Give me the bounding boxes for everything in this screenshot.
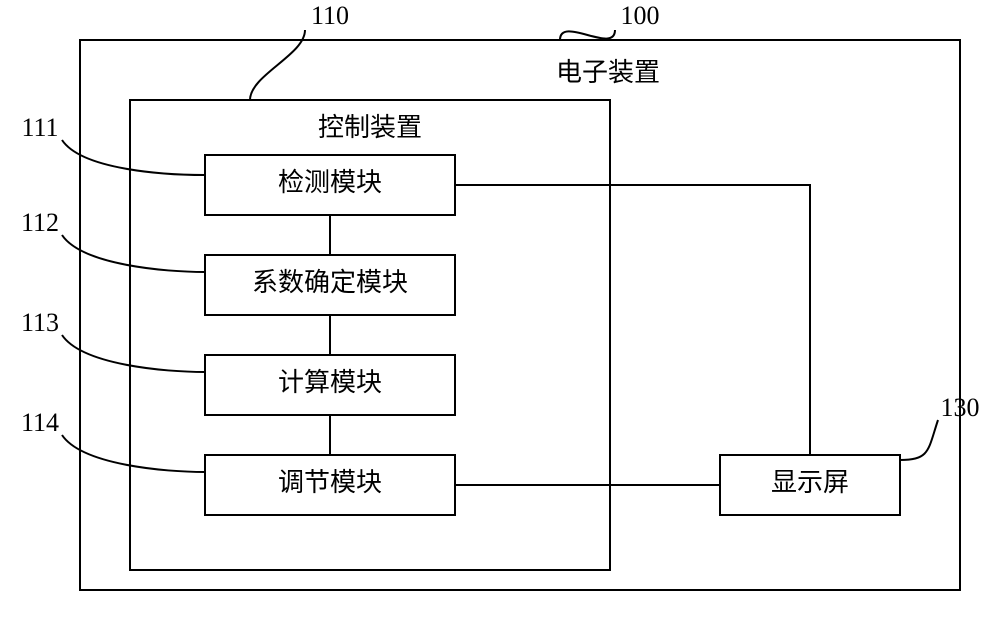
callout-leader-112: [62, 235, 205, 272]
callout-ref-112: 112: [21, 208, 59, 237]
callout-ref-130: 130: [941, 393, 980, 422]
callout-leader-130: [900, 420, 938, 460]
callout-leader-111: [62, 140, 205, 175]
callout-ref-113: 113: [21, 308, 59, 337]
callout-leader-114: [62, 435, 205, 472]
callout-leader-100: [560, 30, 615, 40]
callout-ref-111: 111: [21, 113, 58, 142]
callout-leader-113: [62, 335, 205, 372]
callout-ref-110: 110: [311, 1, 349, 30]
block-diagram: 电子装置控制装置检测模块系数确定模块计算模块调节模块 显示屏 100 110 111 11…: [0, 0, 1000, 624]
edge-detect-display: [455, 185, 810, 455]
adjust-label: 调节模块: [278, 468, 382, 497]
coef-label: 系数确定模块: [252, 268, 408, 297]
ctrl-label: 控制装置: [318, 113, 422, 142]
display-label: 显示屏: [771, 468, 849, 497]
calc-label: 计算模块: [278, 368, 382, 397]
callout-ref-100: 100: [621, 1, 660, 30]
callout-ref-114: 114: [21, 408, 59, 437]
outer-label: 电子装置: [556, 58, 660, 87]
detect-label: 检测模块: [278, 168, 382, 197]
